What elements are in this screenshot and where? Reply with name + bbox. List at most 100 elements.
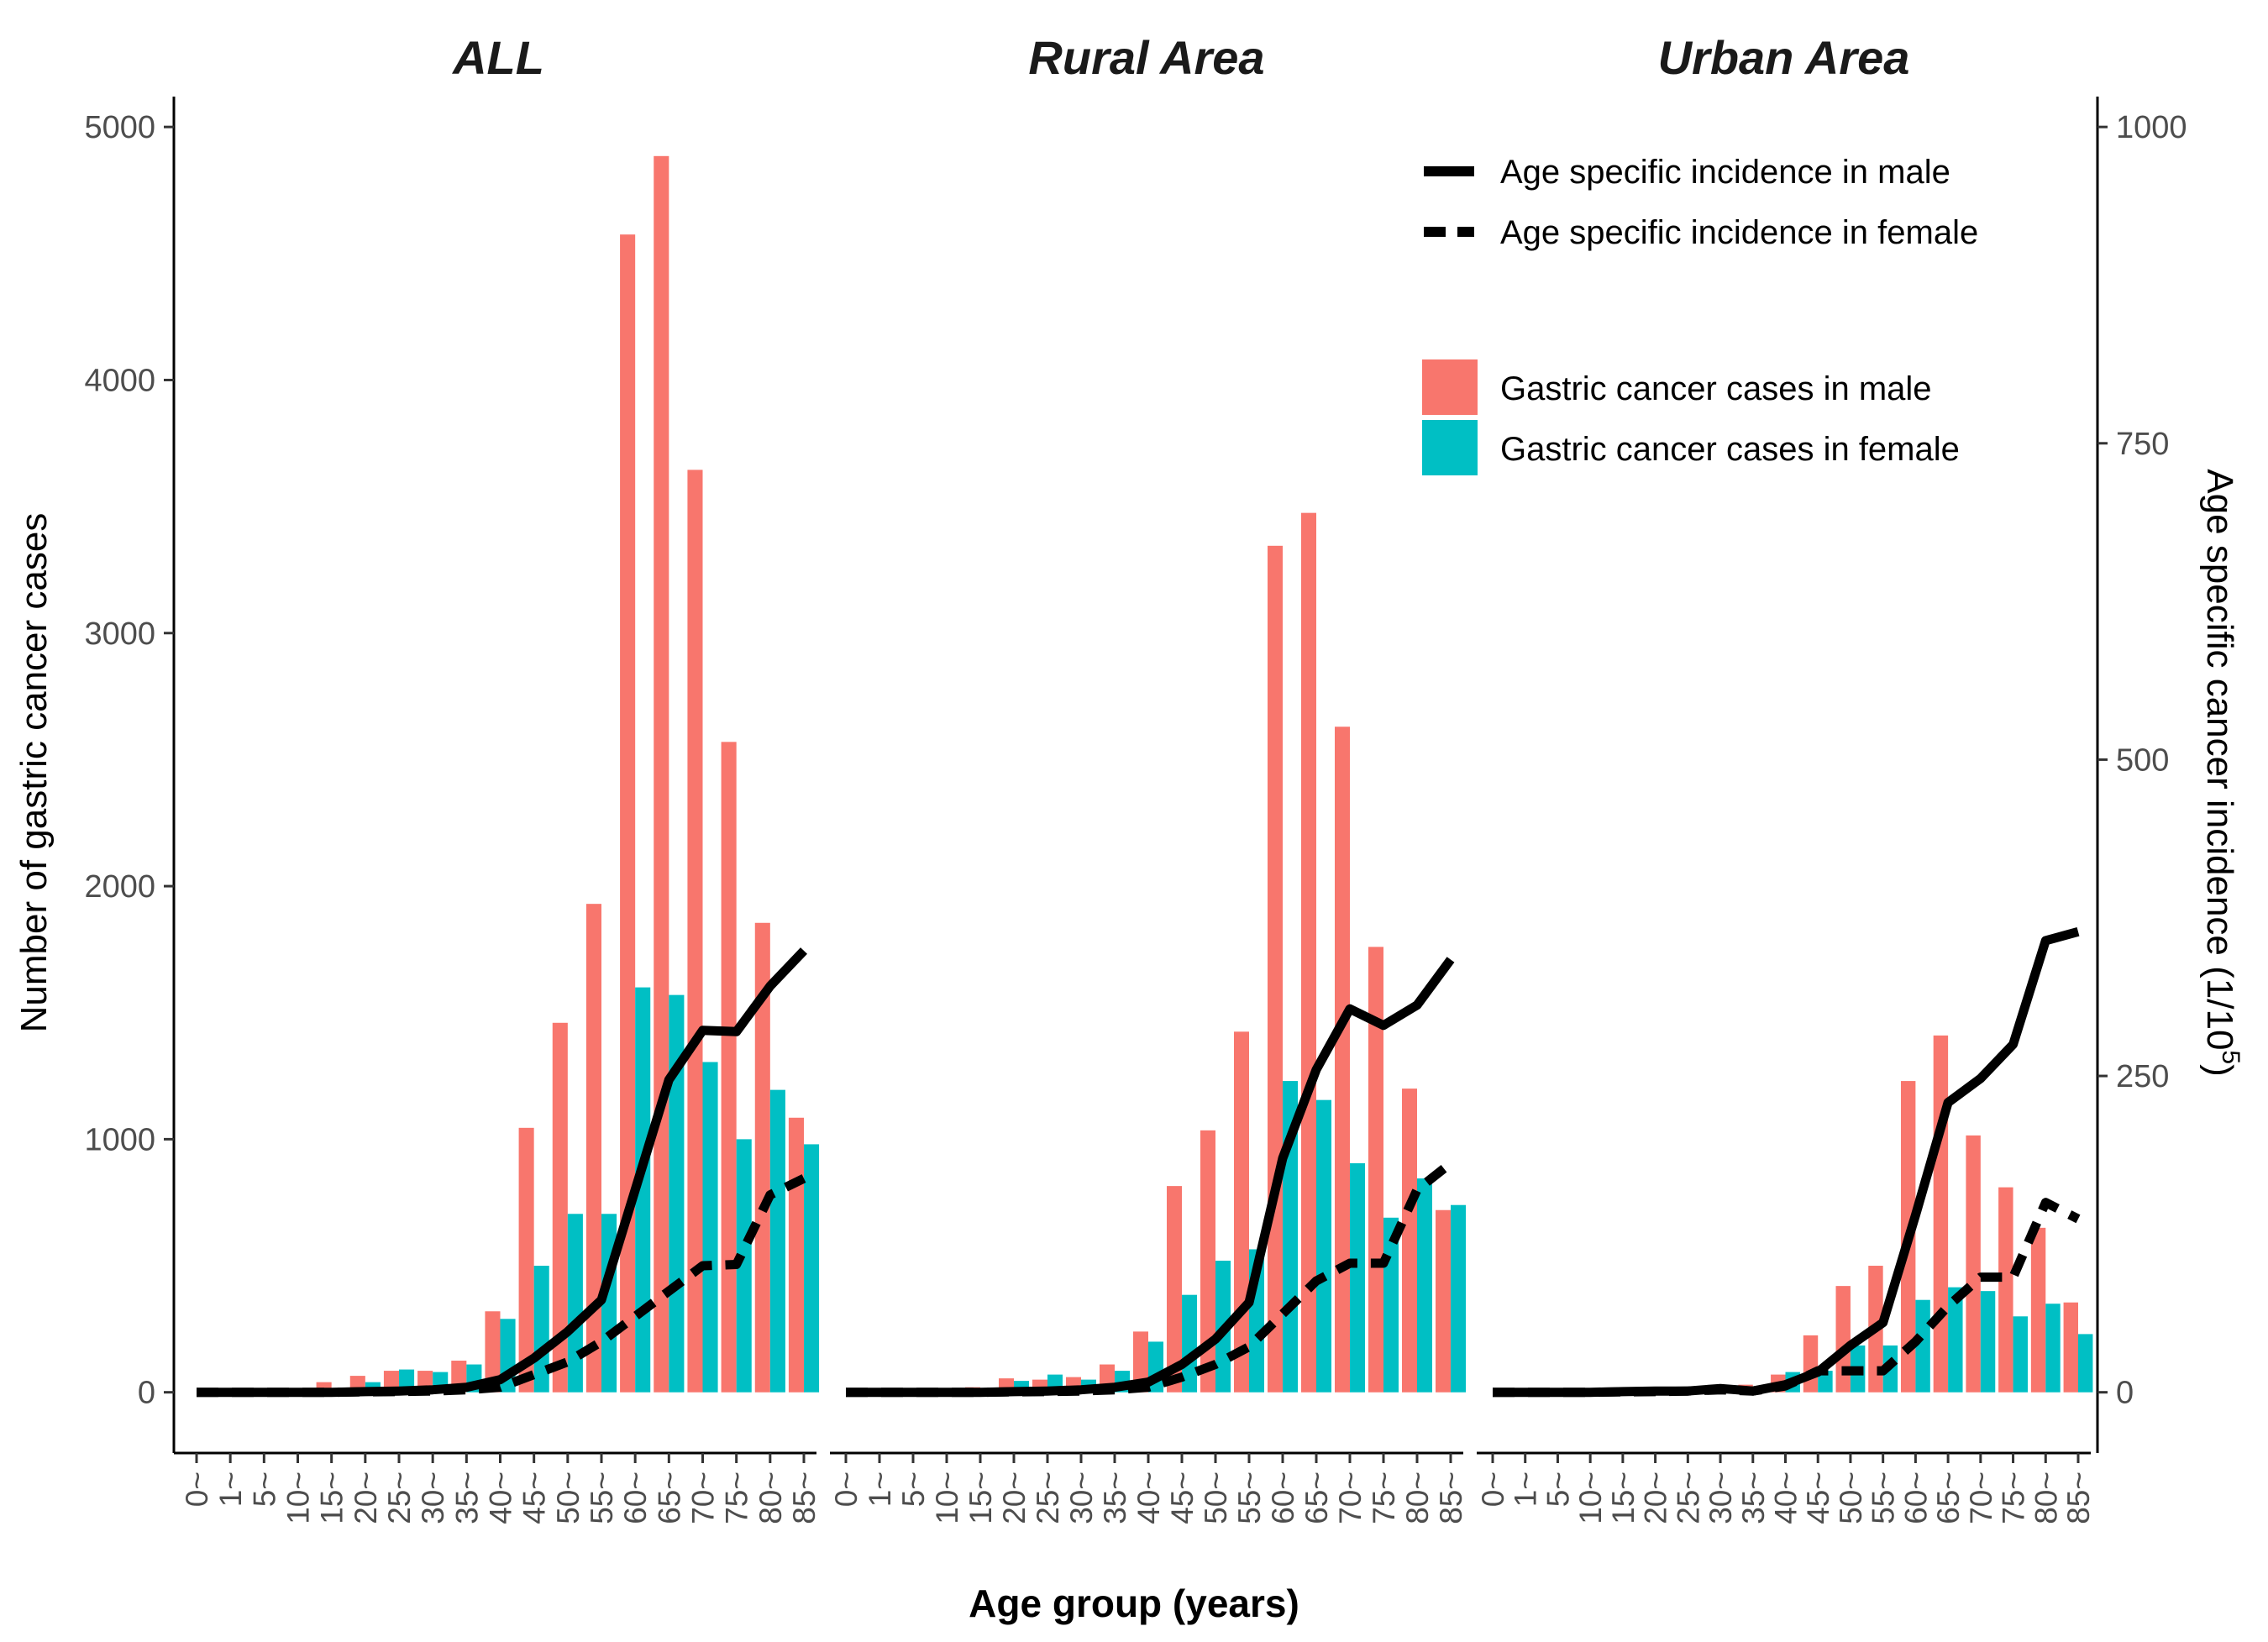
bar-female-60 bbox=[635, 987, 651, 1393]
y-left-tick-label: 0 bbox=[138, 1376, 155, 1411]
panel-title: ALL bbox=[451, 31, 544, 84]
bar-female-45 bbox=[1182, 1294, 1197, 1393]
x-tick-label: 5~ bbox=[896, 1472, 931, 1507]
bar-male-65 bbox=[1933, 1035, 1949, 1393]
line-incidence-male bbox=[846, 957, 1455, 1398]
bar-male-85 bbox=[1436, 1209, 1451, 1393]
bar-male-70 bbox=[1966, 1135, 1981, 1393]
x-tick-label: 40~ bbox=[484, 1472, 518, 1524]
bar-male-60 bbox=[620, 234, 636, 1393]
y-axis-right-title-main: Age specific cancer incidence (1/10 bbox=[2199, 469, 2240, 1050]
bar-male-55 bbox=[585, 904, 601, 1393]
x-tick-label: 70~ bbox=[1333, 1472, 1368, 1524]
x-tick-label: 75~ bbox=[1367, 1472, 1401, 1524]
bar-female-85 bbox=[1451, 1204, 1466, 1393]
bar-female-45 bbox=[533, 1266, 549, 1393]
x-tick-label: 10~ bbox=[1573, 1472, 1608, 1524]
bar-male-65 bbox=[1301, 512, 1316, 1393]
bar-male-45 bbox=[518, 1127, 534, 1393]
x-tick-label: 80~ bbox=[2029, 1472, 2063, 1524]
x-tick-label: 45~ bbox=[517, 1472, 552, 1524]
x-tick-label: 65~ bbox=[1299, 1472, 1334, 1524]
x-tick-label: 55~ bbox=[585, 1472, 619, 1524]
y-right-tick-label: 0 bbox=[2116, 1376, 2134, 1411]
x-axis-title: Age group (years) bbox=[969, 1582, 1299, 1625]
x-tick-label: 20~ bbox=[349, 1472, 383, 1524]
bar-female-80 bbox=[1417, 1178, 1432, 1393]
line-incidence-female bbox=[1493, 1198, 2081, 1398]
bar-male-70 bbox=[1335, 727, 1350, 1393]
x-tick-label: 40~ bbox=[1131, 1472, 1166, 1524]
legend-female-bar-swatch bbox=[1422, 420, 1478, 475]
x-tick-label: 50~ bbox=[1834, 1472, 1868, 1524]
y-right-tick-label: 250 bbox=[2116, 1059, 2169, 1094]
x-tick-label: 35~ bbox=[449, 1472, 484, 1524]
panel-title: Urban Area bbox=[1658, 31, 1910, 84]
y-axis-right-title-suffix: ) bbox=[2199, 1064, 2240, 1077]
x-tick-label: 60~ bbox=[1898, 1472, 1933, 1524]
bar-male-40 bbox=[485, 1311, 501, 1393]
y-right-tick-label: 750 bbox=[2116, 427, 2169, 462]
x-tick-label: 70~ bbox=[686, 1472, 721, 1524]
bar-female-70 bbox=[1980, 1291, 1996, 1393]
x-tick-label: 80~ bbox=[1400, 1472, 1435, 1524]
bar-female-85 bbox=[2078, 1334, 2093, 1393]
bar-female-70 bbox=[1350, 1163, 1365, 1393]
x-tick-label: 50~ bbox=[1199, 1472, 1233, 1524]
x-tick-label: 10~ bbox=[281, 1472, 316, 1524]
x-tick-label: 80~ bbox=[753, 1472, 788, 1524]
x-tick-label: 1~ bbox=[213, 1472, 248, 1507]
x-tick-label: 85~ bbox=[2061, 1472, 2096, 1524]
y-left-tick-label: 3000 bbox=[84, 616, 155, 652]
panel-rural-area: Rural Area 0~ 1~ 5~ 10~ 15~ 20~ 25~ 30~ 35~ 40~ 45~… bbox=[829, 31, 1468, 1524]
y-left-tick-label: 4000 bbox=[84, 363, 155, 398]
x-tick-label: 25~ bbox=[1671, 1472, 1705, 1524]
legend-female-line-label: Age specific incidence in female bbox=[1500, 214, 1978, 251]
x-tick-label: 30~ bbox=[1064, 1472, 1099, 1524]
x-tick-label: 70~ bbox=[1964, 1472, 1998, 1524]
x-tick-label: 75~ bbox=[1997, 1472, 2031, 1524]
bar-male-45 bbox=[1803, 1335, 1819, 1393]
x-tick-label: 85~ bbox=[787, 1472, 822, 1524]
x-tick-label: 65~ bbox=[652, 1472, 686, 1524]
x-tick-label: 0~ bbox=[1476, 1472, 1510, 1507]
bar-female-80 bbox=[2045, 1304, 2061, 1393]
legend-male-bar-label: Gastric cancer cases in male bbox=[1500, 370, 1932, 407]
bar-male-80 bbox=[754, 922, 770, 1393]
x-tick-label: 40~ bbox=[1769, 1472, 1803, 1524]
bar-female-75 bbox=[736, 1139, 752, 1393]
x-tick-label: 30~ bbox=[416, 1472, 450, 1524]
x-tick-label: 50~ bbox=[551, 1472, 585, 1524]
bar-female-60 bbox=[1915, 1299, 1930, 1393]
bar-male-50 bbox=[1200, 1130, 1215, 1393]
bar-male-75 bbox=[1368, 947, 1383, 1393]
legend: Age specific incidence in male Age speci… bbox=[1422, 154, 1978, 475]
bar-male-50 bbox=[552, 1022, 568, 1393]
x-tick-label: 35~ bbox=[1736, 1472, 1771, 1524]
legend-male-line-label: Age specific incidence in male bbox=[1500, 154, 1950, 191]
bar-male-75 bbox=[1998, 1187, 2013, 1393]
bar-male-85 bbox=[788, 1117, 804, 1393]
x-tick-label: 5~ bbox=[247, 1472, 281, 1507]
y-axis-right-title: Age specific cancer incidence (1/105) bbox=[2199, 469, 2244, 1077]
x-tick-label: 65~ bbox=[1931, 1472, 1966, 1524]
bar-male-70 bbox=[687, 470, 703, 1393]
x-tick-label: 85~ bbox=[1434, 1472, 1468, 1524]
x-tick-label: 1~ bbox=[863, 1472, 897, 1507]
bar-male-80 bbox=[2030, 1227, 2046, 1393]
y-axis-right-title-superscript: 5 bbox=[2217, 1050, 2244, 1064]
x-tick-label: 1~ bbox=[1509, 1472, 1543, 1507]
bar-female-85 bbox=[804, 1144, 820, 1393]
x-tick-label: 10~ bbox=[930, 1472, 964, 1524]
y-left-tick-label: 2000 bbox=[84, 869, 155, 905]
legend-male-bar-swatch bbox=[1422, 359, 1478, 415]
y-axis-left-title: Number of gastric cancer cases bbox=[13, 513, 55, 1033]
x-tick-label: 25~ bbox=[1031, 1472, 1065, 1524]
x-tick-label: 55~ bbox=[1232, 1472, 1267, 1524]
x-tick-label: 25~ bbox=[382, 1472, 417, 1524]
bar-male-80 bbox=[1402, 1089, 1417, 1393]
line-incidence-female bbox=[846, 1159, 1454, 1398]
x-tick-label: 20~ bbox=[1639, 1472, 1673, 1524]
